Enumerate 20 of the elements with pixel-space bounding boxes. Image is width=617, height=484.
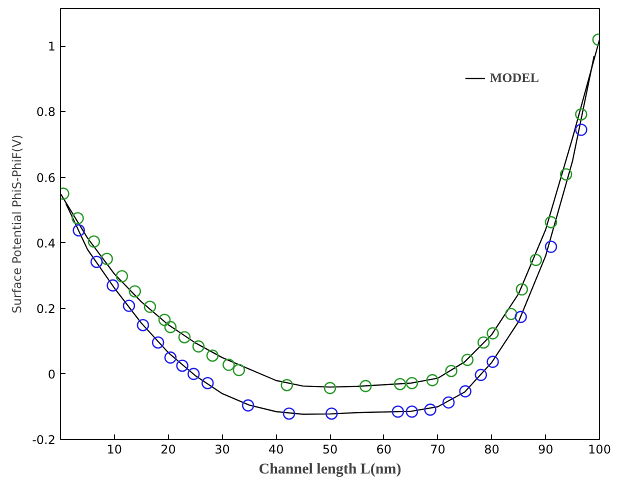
x-tick-label: 30	[214, 442, 230, 456]
x-tick-label: 20	[160, 442, 176, 456]
y-tick-label: 0.4	[36, 236, 56, 250]
y-tick-label: 0.6	[36, 170, 56, 185]
legend-label: MODEL	[490, 70, 539, 86]
y-tick-label: -0.2	[32, 433, 56, 447]
x-tick-label: 60	[376, 442, 392, 456]
x-tick-label: 40	[268, 442, 284, 456]
x-tick-label: 10	[106, 442, 122, 456]
y-tick-label: 0	[48, 367, 56, 382]
y-tick-label: 1	[48, 40, 56, 54]
y-axis-title: Surface Potential PhiS-PhiF(V)	[10, 134, 24, 314]
x-tick-label: 50	[322, 442, 338, 456]
x-tick-label: 100	[588, 442, 611, 456]
y-tick-label: 0.8	[36, 105, 56, 120]
x-tick-label: 70	[430, 442, 446, 456]
x-tick-label: 90	[538, 442, 554, 456]
y-tick-label: 0.2	[36, 302, 56, 316]
x-axis-title: Channel length L(nm)	[258, 462, 402, 478]
x-tick-label: 80	[484, 442, 500, 456]
